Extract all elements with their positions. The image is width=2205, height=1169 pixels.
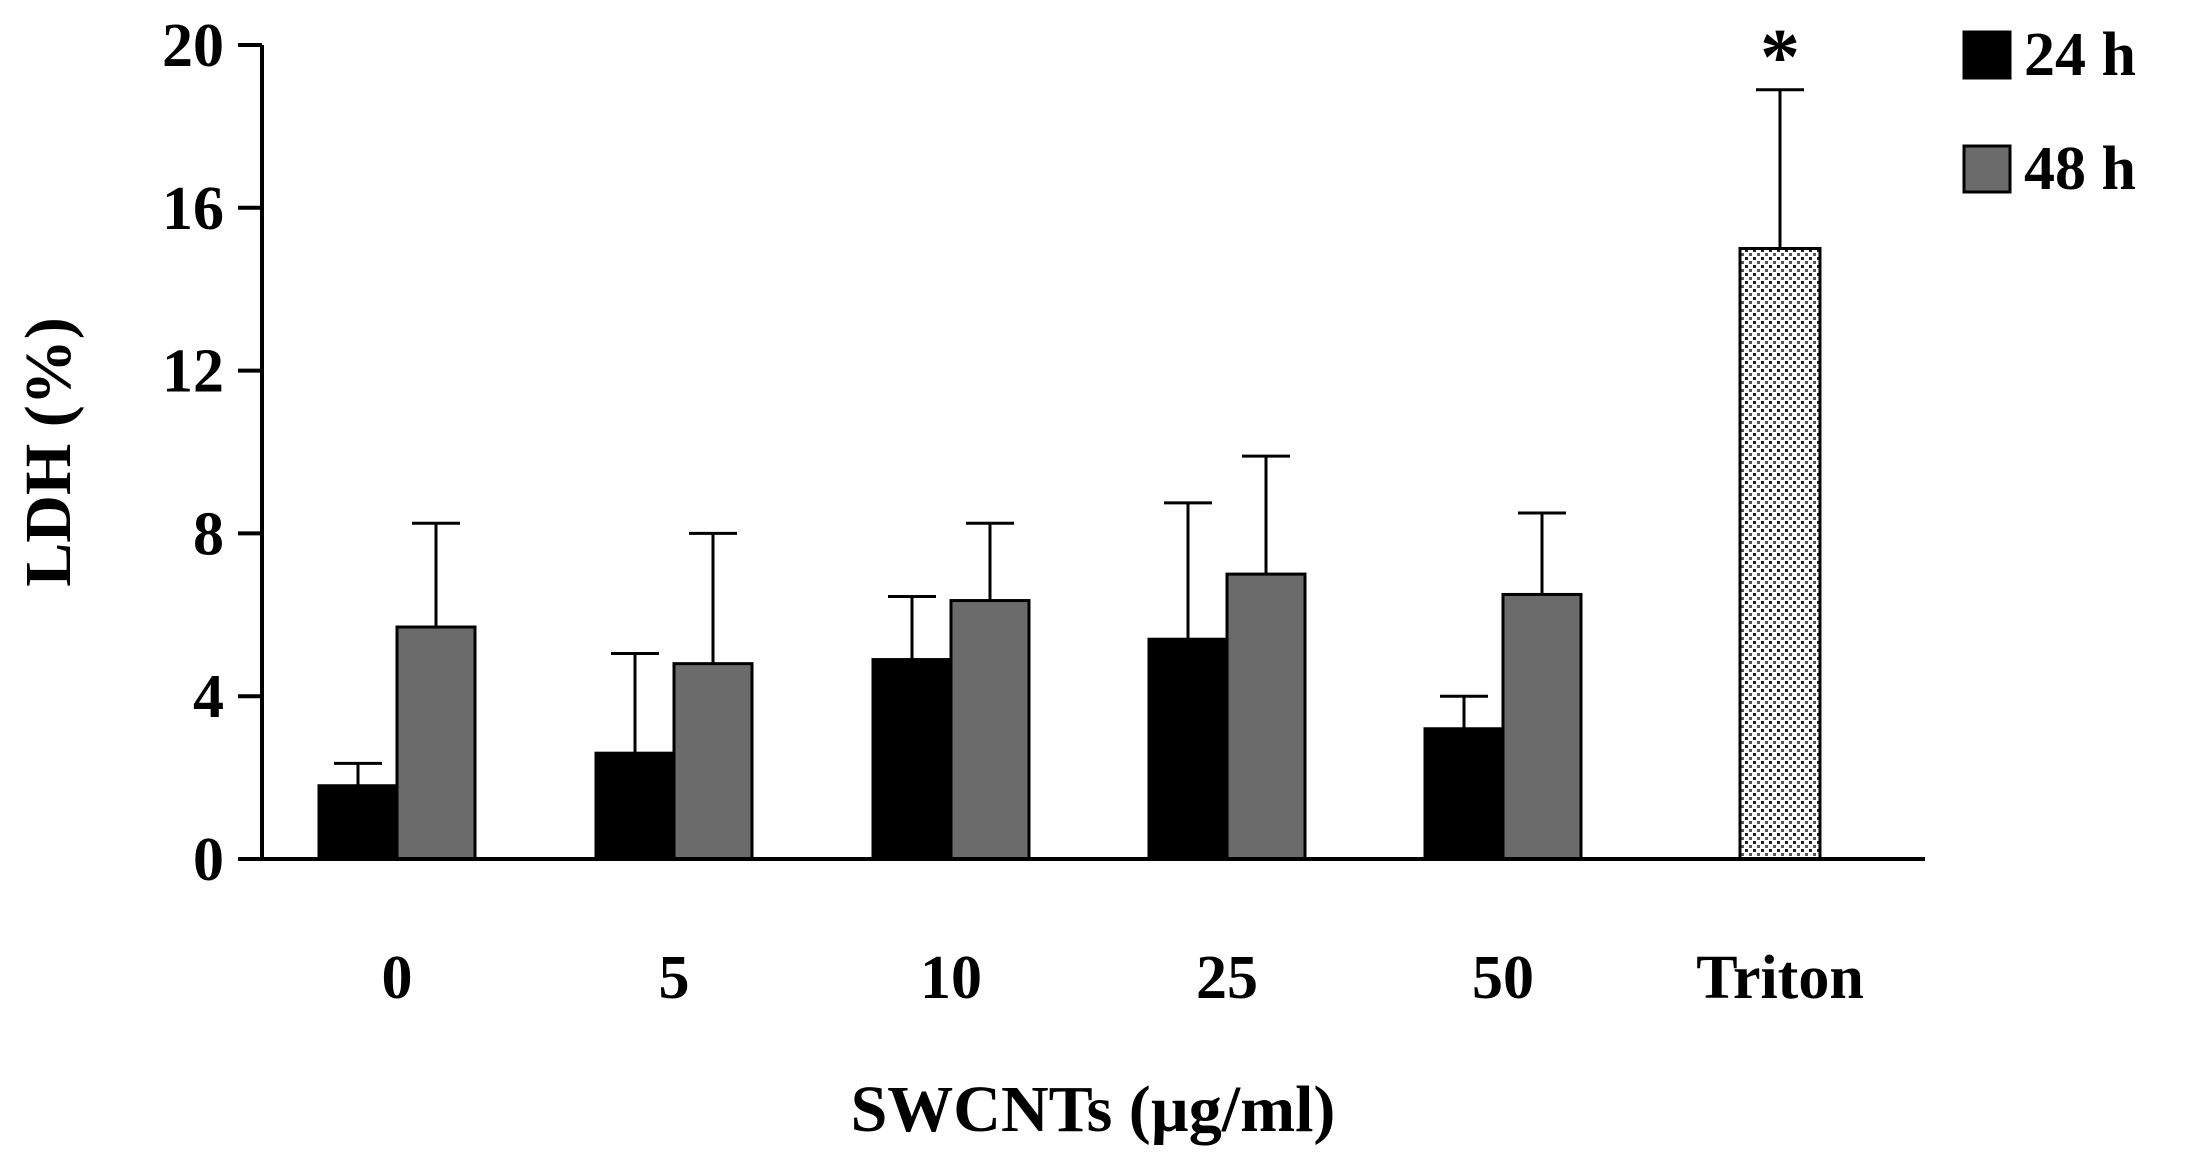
bar-48h-0: [395, 625, 477, 861]
bar-48h-10: [949, 599, 1031, 861]
x-tick-label-5: 5: [659, 944, 690, 1012]
y-axis-title: LDH (%): [12, 317, 85, 586]
y-tick-label-4: 4: [193, 663, 224, 731]
bar-triton: [1738, 247, 1822, 861]
legend-swatch-48h: [1962, 144, 2012, 194]
legend-label-48h: 48 h: [2024, 135, 2136, 203]
bar-48h-5: [672, 662, 754, 861]
x-tick-label-25: 25: [1196, 944, 1258, 1012]
y-tick-label-12: 12: [162, 338, 224, 406]
y-tick-label-16: 16: [162, 175, 224, 243]
bar-24h-10: [871, 658, 953, 861]
bar-24h-0: [317, 784, 399, 861]
error-bars-layer: [334, 88, 1804, 786]
legend-label-24h: 24 h: [2024, 21, 2136, 89]
bar-24h-5: [594, 751, 676, 861]
x-tick-label-50: 50: [1472, 944, 1534, 1012]
bar-48h-50: [1501, 592, 1583, 861]
x-tick-label-Triton: Triton: [1696, 944, 1864, 1012]
y-tick-label-0: 0: [193, 826, 224, 894]
labels-layer: * 0 4 8 12 16 20 0 5 10 25 50 Triton SWCNTs (µg/ml) LD…: [12, 12, 1864, 1146]
axes-layer: [238, 43, 1925, 861]
bar-48h-25: [1225, 572, 1307, 861]
legend-swatch-24h: [1962, 30, 2012, 80]
y-tick-label-8: 8: [193, 500, 224, 568]
x-axis-title: SWCNTs (µg/ml): [851, 1073, 1336, 1146]
significance-star: *: [1760, 14, 1800, 102]
x-tick-label-10: 10: [920, 944, 982, 1012]
bar-24h-50: [1423, 727, 1505, 861]
bars-layer: [317, 247, 1822, 861]
x-tick-label-0: 0: [382, 944, 413, 1012]
bar-24h-25: [1147, 637, 1229, 861]
y-tick-label-20: 20: [162, 12, 224, 80]
legend: 24 h 48 h: [1962, 21, 2136, 203]
